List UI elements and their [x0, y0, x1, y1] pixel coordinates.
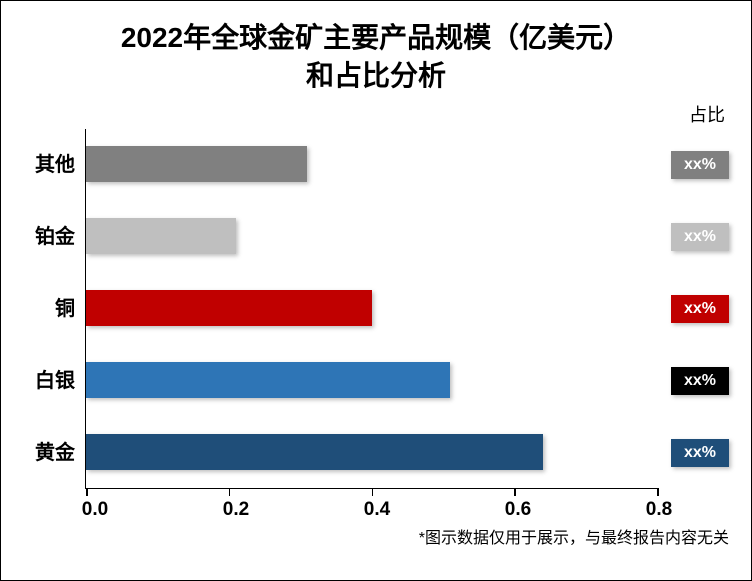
ratio-badges: xx% xx% xx% xx% xx% — [657, 129, 729, 489]
bar — [86, 362, 450, 398]
x-tick-label: 0.2 — [223, 499, 249, 521]
bar-row — [86, 290, 657, 326]
y-label: 黄金 — [23, 435, 75, 471]
bar-row — [86, 434, 657, 470]
chart-container: 2022年全球金矿主要产品规模（亿美元） 和占比分析 占比 其他铂金铜白银黄金 … — [0, 0, 752, 581]
y-label: 其他 — [23, 147, 75, 183]
ratio-badge: xx% — [671, 151, 729, 179]
bars-group — [86, 129, 657, 488]
chart-title: 2022年全球金矿主要产品规模（亿美元） 和占比分析 — [23, 19, 729, 95]
x-tick-label: 0.0 — [82, 499, 108, 521]
title-line2: 和占比分析 — [306, 60, 446, 91]
x-tick — [86, 488, 88, 496]
bar-row — [86, 146, 657, 182]
ratio-column-header: 占比 — [23, 101, 729, 127]
footnote: *图示数据仅用于展示，与最终报告内容无关 — [23, 524, 729, 548]
bar — [86, 434, 543, 470]
plot-region — [85, 129, 657, 489]
x-tick-label: 0.6 — [505, 499, 531, 521]
ratio-badge: xx% — [671, 295, 729, 323]
ratio-badge: xx% — [671, 223, 729, 251]
x-axis: 0.00.20.40.60.8 — [95, 495, 659, 522]
bar — [86, 146, 307, 182]
y-label: 白银 — [23, 363, 75, 399]
title-line1: 2022年全球金矿主要产品规模（亿美元） — [121, 22, 631, 53]
x-tick-label: 0.4 — [364, 499, 390, 521]
x-tick-label: 0.8 — [646, 499, 672, 521]
bar-row — [86, 218, 657, 254]
bar — [86, 218, 236, 254]
bar — [86, 290, 372, 326]
ratio-badge: xx% — [671, 367, 729, 395]
y-label: 铜 — [23, 291, 75, 327]
plot-area: 其他铂金铜白银黄金 xx% xx% xx% xx% xx% — [23, 129, 729, 489]
bar-row — [86, 362, 657, 398]
y-axis-labels: 其他铂金铜白银黄金 — [23, 129, 85, 489]
y-label: 铂金 — [23, 219, 75, 255]
ratio-badge: xx% — [671, 439, 729, 467]
